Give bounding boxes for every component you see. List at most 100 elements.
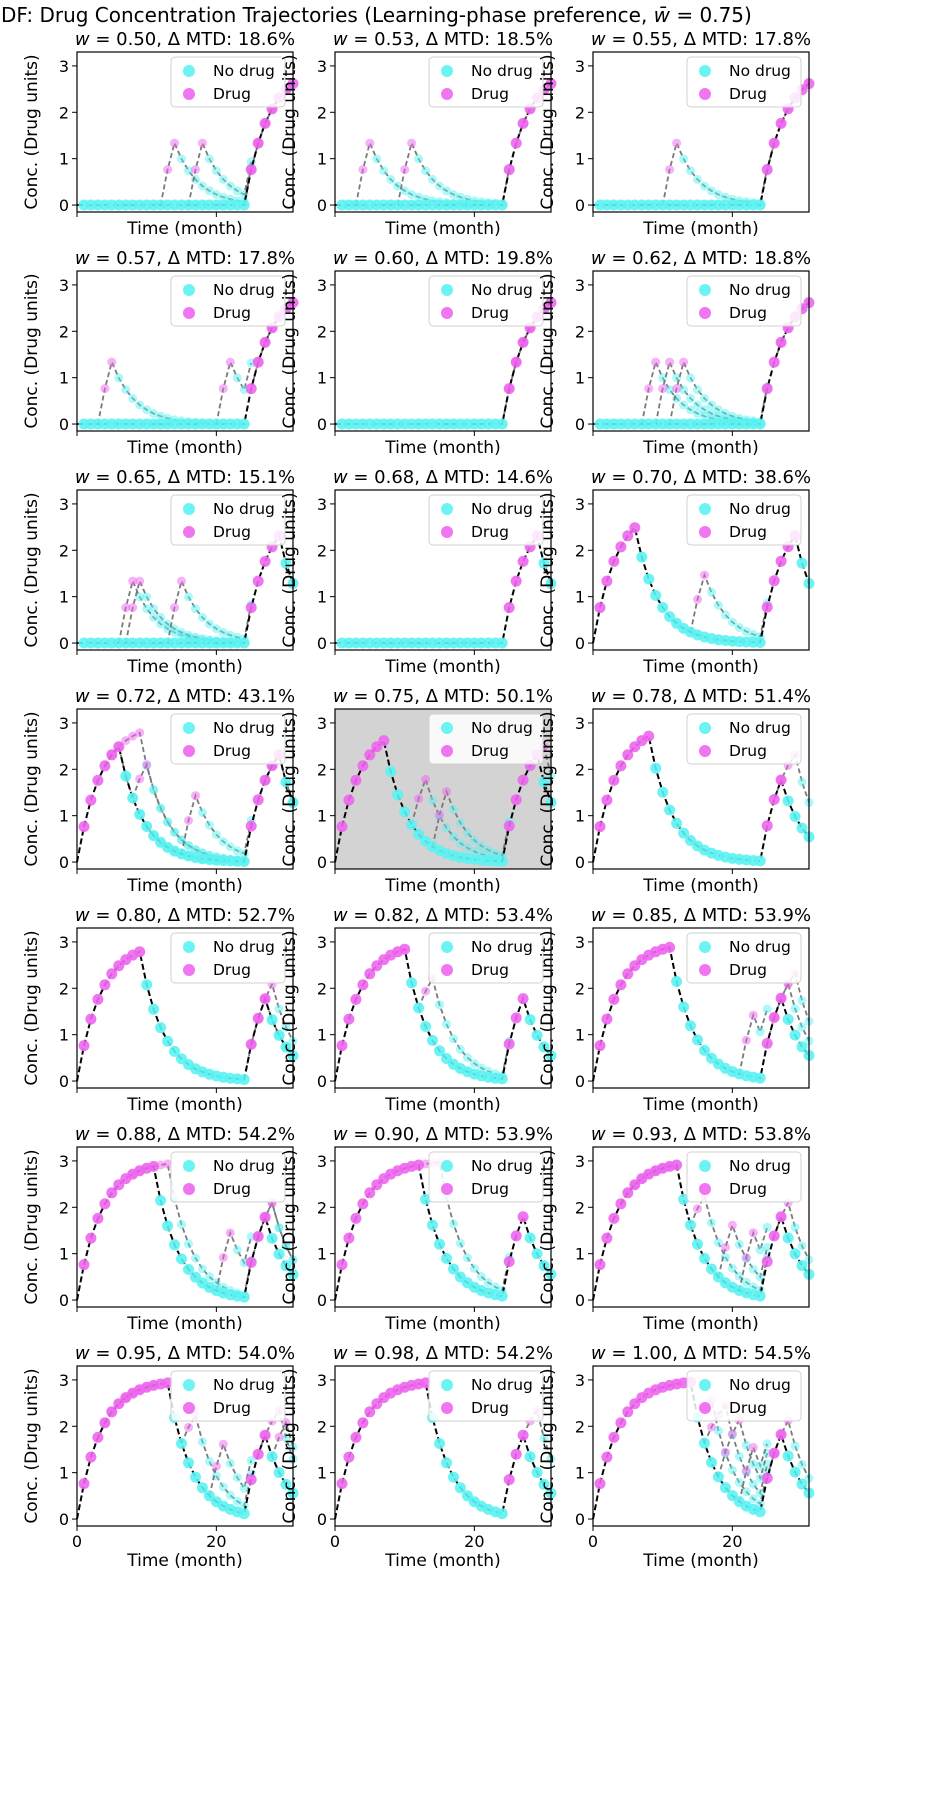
legend-label: No drug (471, 938, 533, 956)
y-tick-label: 3 (575, 933, 585, 952)
no-drug-point (420, 1193, 432, 1205)
y-tick-label: 1 (317, 807, 327, 826)
x-axis-label: Time (month) (642, 1551, 758, 1571)
legend-label: No drug (471, 500, 533, 518)
legend-no-drug-marker (441, 503, 453, 515)
y-tick-label: 2 (575, 1198, 585, 1217)
legend-drug-marker (441, 964, 453, 976)
explore-point (135, 592, 145, 602)
panel-title: w = 1.00, Δ MTD: 54.5% (591, 1343, 811, 1364)
legend-drug-marker (699, 307, 711, 319)
no-drug-point (176, 1253, 187, 1265)
explore-point (197, 808, 207, 817)
drug-point (615, 541, 627, 553)
drug-point (510, 137, 522, 149)
no-drug-point (524, 1451, 536, 1463)
explore-point (225, 181, 235, 191)
drug-point (245, 820, 257, 832)
explore-point (469, 847, 479, 856)
explore-point (741, 1035, 751, 1045)
no-drug-point (280, 1041, 292, 1053)
explore-point (476, 1272, 486, 1281)
y-tick-label: 0 (317, 196, 327, 215)
legend-drug-marker (699, 88, 711, 100)
explore-point (483, 845, 493, 855)
panel-title-w-value: = 0.70, Δ MTD: (606, 467, 754, 488)
x-axis-label: Time (month) (642, 876, 758, 896)
legend-drug-marker (183, 88, 195, 100)
drug-point (671, 1159, 683, 1171)
panel-13: w = 0.80, Δ MTD: 52.7% 0 1 2 3 Time (month) Co… (22, 905, 299, 1115)
explore-point (707, 1218, 716, 1228)
y-tick-label: 3 (59, 276, 69, 295)
y-axis-label: Conc. (Drug units) (22, 930, 42, 1085)
no-drug-point (706, 1263, 717, 1275)
explore-point (651, 357, 661, 367)
panel-5: w = 0.60, Δ MTD: 19.8% 0 1 2 3 Time (month) Co… (280, 248, 557, 458)
panel-title-dmtd-value: 52.7% (238, 905, 295, 926)
no-drug-point (678, 827, 690, 839)
y-tick-label: 2 (575, 1417, 585, 1436)
y-axis-label: Conc. (Drug units) (22, 711, 42, 866)
explore-point (748, 1479, 758, 1489)
explore-point (218, 837, 228, 847)
panel-title-w-value: = 0.53, Δ MTD: (348, 29, 496, 50)
drug-point (357, 760, 369, 772)
y-axis-label: Conc. (Drug units) (22, 1149, 42, 1304)
panel-title: w = 0.95, Δ MTD: 54.0% (75, 1343, 295, 1364)
drug-point (99, 760, 111, 772)
y-tick-label: 2 (575, 541, 585, 560)
legend-label: No drug (729, 1376, 791, 1394)
explore-point (184, 840, 193, 850)
legend-drug-marker (441, 1402, 453, 1414)
panel-title: w = 0.78, Δ MTD: 51.4% (591, 686, 811, 707)
drug-point (259, 774, 271, 786)
panel-title: w = 0.70, Δ MTD: 38.6% (591, 467, 811, 488)
panel-title-w-symbol: w (591, 686, 606, 707)
y-tick-label: 1 (59, 1245, 69, 1264)
panel-title: w = 0.50, Δ MTD: 18.6% (75, 29, 295, 50)
no-drug-point (238, 637, 250, 649)
y-tick-label: 0 (575, 1291, 585, 1310)
panel-title: w = 0.98, Δ MTD: 54.2% (333, 1343, 553, 1364)
y-tick-label: 2 (59, 760, 69, 779)
explore-point (755, 1245, 765, 1255)
legend-drug-marker (183, 964, 195, 976)
drug-point (259, 1211, 271, 1223)
explore-point (232, 186, 242, 196)
drug-point (761, 1472, 773, 1484)
no-drug-point (434, 1238, 445, 1250)
explore-point (741, 1440, 751, 1450)
y-axis-label: Conc. (Drug units) (280, 273, 300, 428)
legend-label: No drug (729, 500, 791, 518)
drug-point (113, 741, 125, 753)
y-tick-label: 3 (575, 57, 585, 76)
explore-point (218, 628, 228, 637)
panel-title-w-symbol: w (75, 1124, 90, 1145)
legend-box (170, 1370, 286, 1422)
explore-point (462, 843, 472, 853)
y-tick-label: 0 (59, 1291, 69, 1310)
drug-point (629, 522, 641, 534)
explore-point (720, 1447, 730, 1457)
drug-point (594, 1259, 606, 1271)
panel-1: w = 0.50, Δ MTD: 18.6% 0 1 2 3 Time (month) Co… (22, 29, 299, 239)
explore-point (449, 1219, 458, 1229)
panel-6: w = 0.62, Δ MTD: 18.8% 0 1 2 3 Time (month) Co… (538, 248, 815, 458)
explore-point (539, 1433, 549, 1443)
y-tick-label: 3 (575, 276, 585, 295)
explore-point (184, 816, 193, 825)
explore-point (734, 1478, 744, 1487)
panel-title-w-value: = 0.65, Δ MTD: (90, 467, 238, 488)
no-drug-point (190, 1471, 201, 1483)
legend-no-drug-marker (183, 941, 195, 953)
panel-16: w = 0.88, Δ MTD: 54.2% 0 1 2 3 Time (month) Co… (22, 1124, 299, 1334)
y-tick-label: 3 (317, 933, 327, 952)
no-drug-point (134, 808, 146, 820)
explore-point (232, 373, 242, 383)
no-drug-point (148, 830, 160, 842)
drug-point (594, 1040, 606, 1052)
explore-point (163, 1159, 173, 1169)
legend-box (686, 56, 802, 108)
